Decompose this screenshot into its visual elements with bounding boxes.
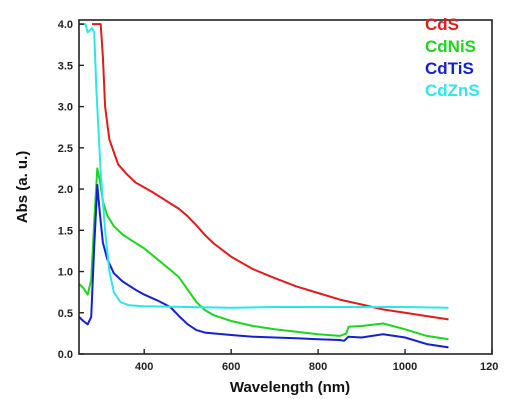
y-tick-label: 0.0 [58,349,73,361]
y-tick-label: 1.0 [58,267,73,279]
x-tick-label: 600 [222,361,240,373]
legend-entry-cdtis: CdTiS [425,59,474,78]
y-tick-label: 1.5 [58,225,73,237]
x-tick-label: 800 [309,361,327,373]
y-tick-label: 3.5 [58,60,73,72]
y-tick-label: 0.5 [58,308,73,320]
y-axis-label: Abs (a. u.) [14,151,31,224]
y-tick-label: 3.0 [58,102,73,114]
series-line-cdtis [79,185,449,348]
series-line-cdnis [79,168,449,339]
series-line-cds [92,24,449,319]
legend-entry-cdnis: CdNiS [425,37,476,56]
y-axis-ticks: 0.0 0.5 1.0 1.5 2.0 2.5 3.0 3.5 4.0 [58,19,84,361]
x-tick-label: 400 [135,361,153,373]
y-tick-label: 2.5 [58,143,73,155]
legend-entry-cdzns: CdZnS [425,81,480,100]
series-line-cdzns [79,24,449,308]
x-axis-ticks: 400 600 800 1000 120 [135,349,498,373]
x-tick-label: 1000 [393,361,417,373]
x-axis-label: Wavelength (nm) [230,379,350,396]
y-tick-label: 4.0 [58,19,73,31]
series-layer [79,24,449,347]
x-tick-label: 120 [480,361,498,373]
legend: CdS CdNiS CdTiS CdZnS [425,15,480,100]
legend-entry-cds: CdS [425,15,459,34]
y-tick-label: 2.0 [58,184,73,196]
